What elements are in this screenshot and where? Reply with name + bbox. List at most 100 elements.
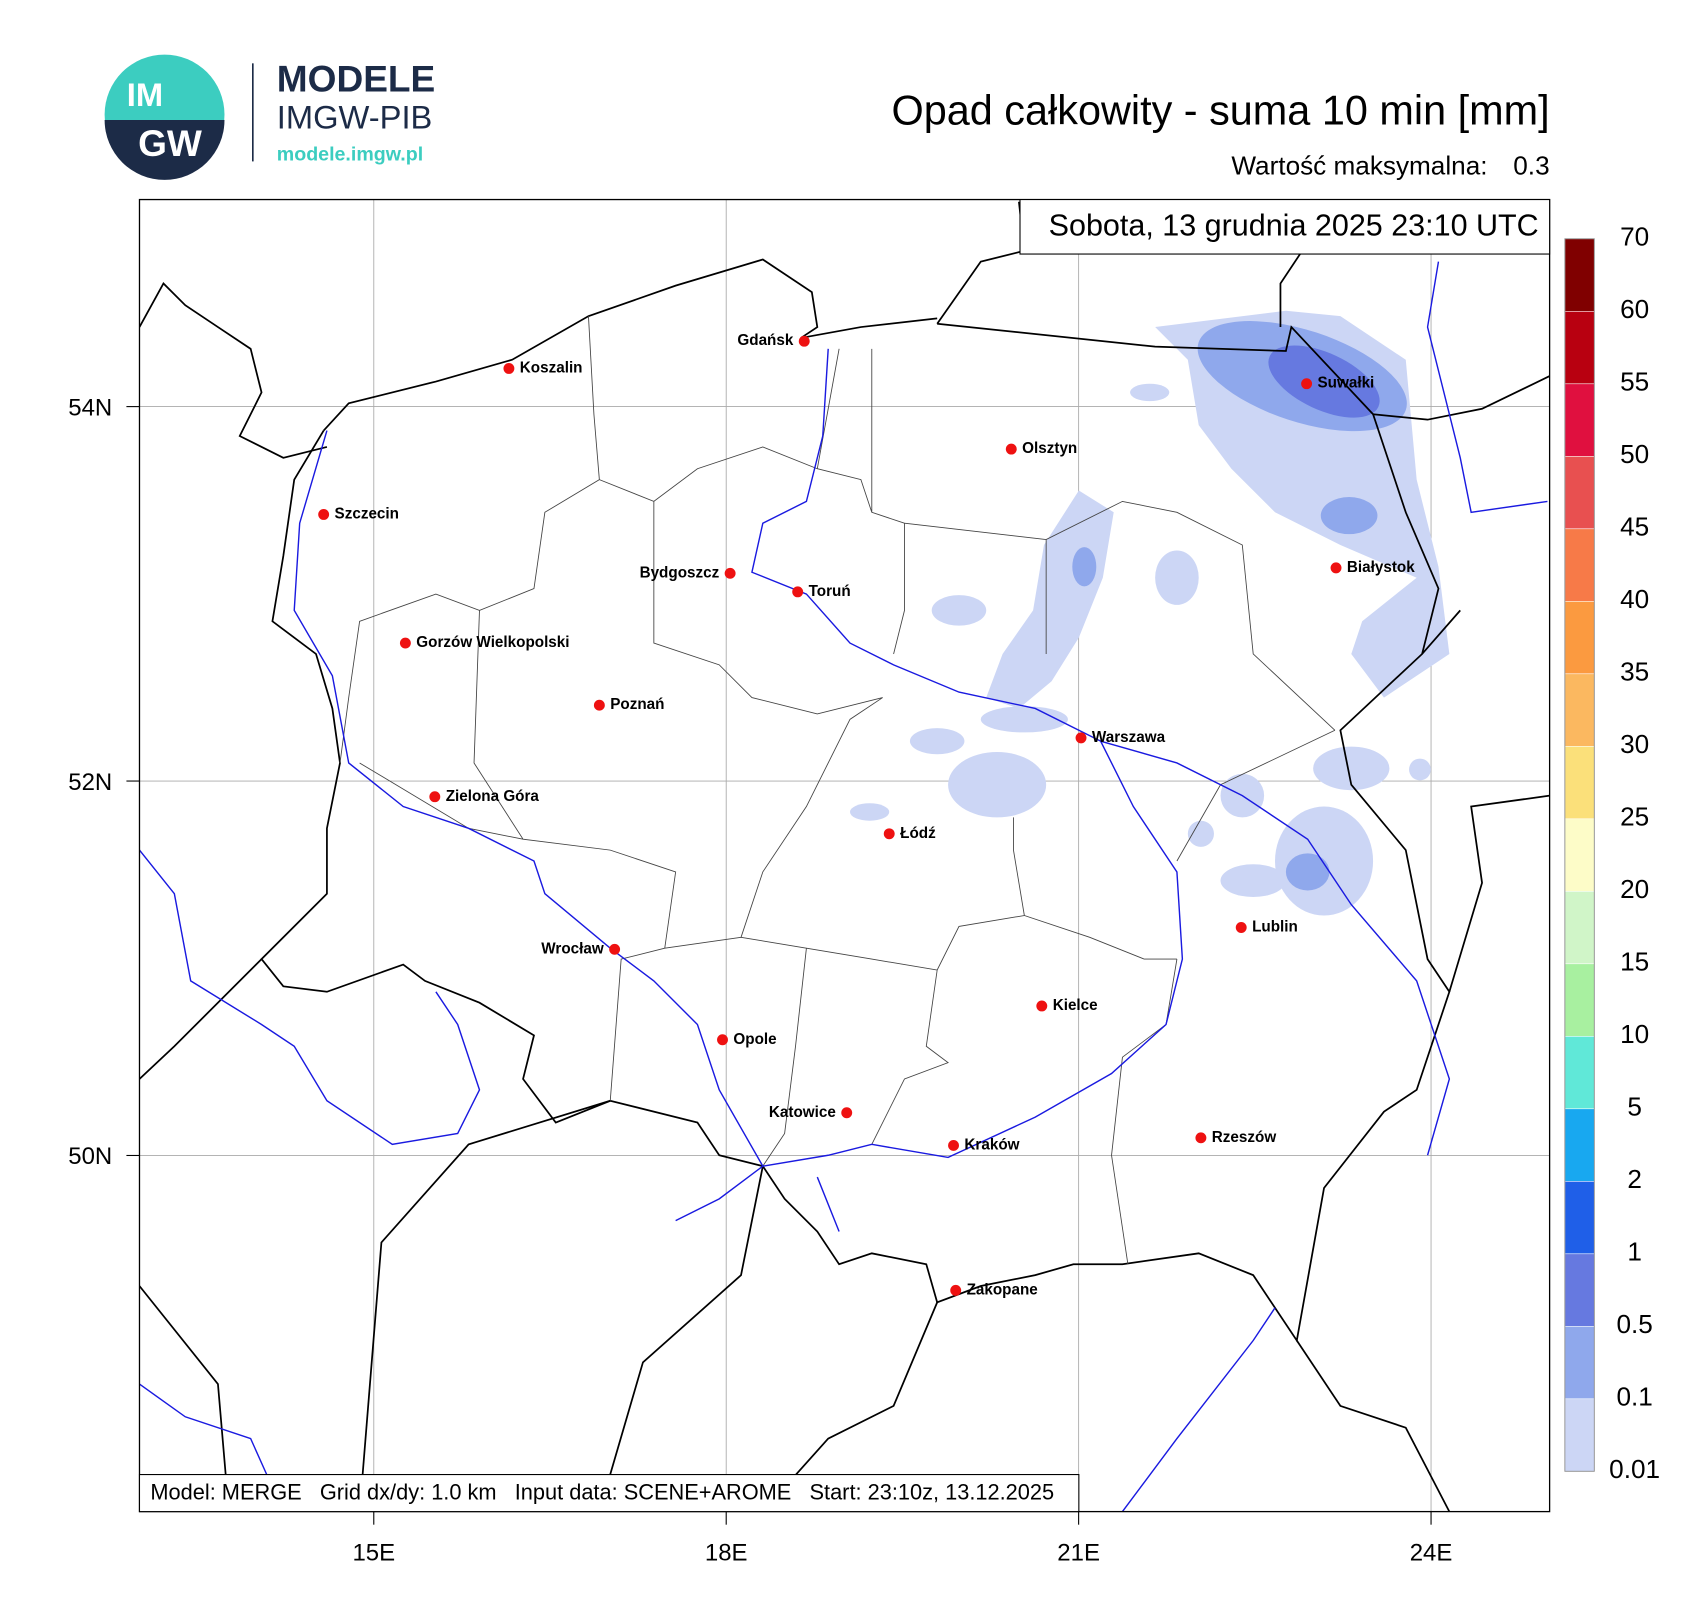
city-marker xyxy=(1330,562,1342,574)
y-tick-label: 54N xyxy=(68,394,112,421)
colorbar-label: 25 xyxy=(1620,802,1649,832)
city-marker xyxy=(1301,378,1313,390)
colorbar-segment xyxy=(1564,1253,1595,1327)
precip-area xyxy=(1220,864,1286,897)
colorbar-label: 1 xyxy=(1627,1237,1642,1267)
footer: Model: MERGE Grid dx/dy: 1.0 km Input da… xyxy=(150,1480,1054,1505)
precip-area xyxy=(1187,820,1214,847)
borders xyxy=(139,201,1550,1512)
colorbar-segment xyxy=(1564,311,1595,385)
city-marker xyxy=(1195,1132,1207,1144)
river-south xyxy=(139,1165,1276,1512)
colorbar-segment xyxy=(1564,383,1595,457)
river-west xyxy=(139,849,481,1146)
precipitation xyxy=(850,310,1450,916)
colorbar-label: 50 xyxy=(1620,439,1649,469)
precip-area xyxy=(1072,547,1097,587)
y-tick-label: 52N xyxy=(68,769,112,796)
colorbar-label: 2 xyxy=(1627,1164,1642,1194)
precip-area xyxy=(980,706,1068,733)
precip-area xyxy=(1313,746,1390,791)
colorbar-segment xyxy=(1564,818,1595,892)
colorbar-segment xyxy=(1564,528,1595,602)
city-label: Łódź xyxy=(900,825,936,842)
max-label: Wartość maksymalna: xyxy=(1231,150,1487,180)
colorbar-label: 5 xyxy=(1627,1092,1642,1122)
colorbar-label: 35 xyxy=(1620,657,1649,687)
city-label: Bydgoszcz xyxy=(640,564,720,581)
colorbar-label: 45 xyxy=(1620,512,1649,542)
city-marker xyxy=(318,509,330,520)
city-marker xyxy=(609,943,621,955)
city-label: Zielona Góra xyxy=(446,788,540,805)
border-belarus xyxy=(1421,609,1550,993)
city-marker xyxy=(503,363,515,374)
x-tick-label: 24E xyxy=(1410,1540,1453,1567)
city-label: Toruń xyxy=(809,583,851,600)
logo-title: MODELE xyxy=(277,58,435,100)
city-label: Gorzów Wielkopolski xyxy=(416,634,569,651)
logo-url: modele.imgw.pl xyxy=(277,143,423,165)
timestamp: Sobota, 13 grudnia 2025 23:10 UTC xyxy=(1049,209,1539,243)
logo-badge-bottom: GW xyxy=(138,122,202,164)
city-marker xyxy=(792,586,804,598)
city-label: Kraków xyxy=(964,1136,1019,1153)
city-label: Olsztyn xyxy=(1022,440,1077,457)
city-marker xyxy=(593,699,605,711)
city-marker xyxy=(429,791,441,803)
logo-badge-top: IM xyxy=(127,76,163,113)
city-label: Katowice xyxy=(769,1104,836,1121)
border-lithuania xyxy=(1279,250,1550,421)
colorbar-segment xyxy=(1564,673,1595,747)
poland-border xyxy=(260,322,1451,1343)
title: Opad całkowity - suma 10 min [mm] xyxy=(892,87,1550,133)
colorbar-label: 55 xyxy=(1620,367,1649,397)
colorbar-label: 30 xyxy=(1620,729,1649,759)
cities: Gdańsk Koszalin Suwałki Szczecin Olsztyn Biał… xyxy=(318,332,1415,1298)
city-label: Suwałki xyxy=(1318,375,1375,392)
colorbar-segment xyxy=(1564,456,1595,530)
precip-area xyxy=(1155,550,1199,605)
city-marker xyxy=(399,637,411,649)
precip-area xyxy=(1268,345,1380,418)
city-marker xyxy=(1036,1000,1048,1012)
city-label: Białystok xyxy=(1347,559,1415,576)
city-label: Poznań xyxy=(610,696,664,713)
city-label: Warszawa xyxy=(1092,729,1166,746)
map: Gdańsk Koszalin Suwałki Szczecin Olsztyn Biał… xyxy=(139,199,1550,1512)
colorbar-segment xyxy=(1564,601,1595,675)
colorbar-segment xyxy=(1564,1398,1595,1472)
timestamp-box xyxy=(1019,199,1551,255)
city-marker xyxy=(1005,443,1017,455)
colorbar-label: 0.1 xyxy=(1616,1382,1652,1412)
precip-area xyxy=(850,803,890,821)
city-label: Szczecin xyxy=(335,506,399,523)
colorbar-segment xyxy=(1564,1181,1595,1255)
max-value: 0.3 xyxy=(1513,150,1549,180)
precip-area xyxy=(986,490,1114,709)
colorbar-label: 10 xyxy=(1620,1019,1649,1049)
city-label: Wrocław xyxy=(541,940,604,957)
border-south xyxy=(139,958,1451,1512)
logo-subtitle: IMGW-PIB xyxy=(277,99,433,136)
colorbar-segment xyxy=(1564,891,1595,965)
city-label: Rzeszów xyxy=(1212,1129,1277,1146)
colorbar-label: 70 xyxy=(1620,222,1649,252)
x-tick-label: 15E xyxy=(352,1540,395,1567)
precip-area xyxy=(931,595,987,626)
colorbar-label: 15 xyxy=(1620,947,1649,977)
colorbar-label: 20 xyxy=(1620,874,1649,904)
city-label: Opole xyxy=(733,1031,776,1048)
logo: IM GW MODELE IMGW-PIB modele.imgw.pl xyxy=(104,54,435,180)
city-marker xyxy=(1075,732,1087,744)
river-oder xyxy=(293,430,764,1167)
city-label: Zakopane xyxy=(967,1281,1038,1298)
coast-west xyxy=(139,282,328,459)
city-marker xyxy=(950,1284,962,1296)
rivers xyxy=(139,261,1548,1512)
colorbar-label: 0.01 xyxy=(1609,1454,1660,1484)
city-label: Gdańsk xyxy=(737,332,793,349)
city-marker xyxy=(1235,922,1247,933)
colorbar-label: 60 xyxy=(1620,294,1649,324)
